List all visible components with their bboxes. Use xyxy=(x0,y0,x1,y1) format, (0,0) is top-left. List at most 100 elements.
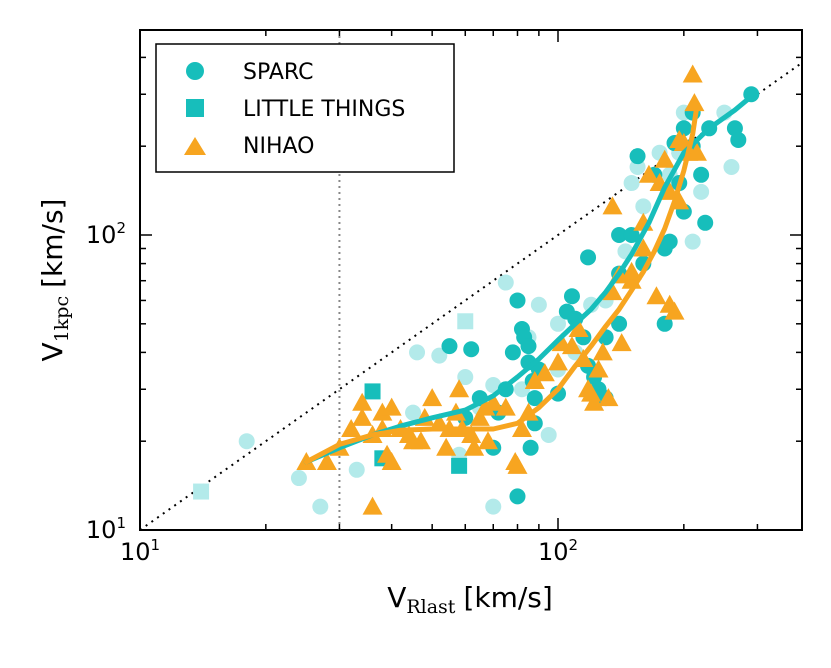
nihao-point xyxy=(611,333,632,352)
nihao-point xyxy=(464,437,485,456)
faint-circle-point xyxy=(405,404,422,421)
sparc-point xyxy=(611,227,628,243)
nihao-point xyxy=(584,392,605,411)
nihao-point xyxy=(646,286,667,305)
nihao-point xyxy=(495,397,516,416)
y-tick-label-100: 102 xyxy=(86,219,126,249)
faint-circle-point xyxy=(290,470,307,487)
faint-circle-point xyxy=(409,344,426,361)
sparc-point xyxy=(504,344,521,361)
nihao-point xyxy=(602,196,623,215)
sparc-point xyxy=(693,166,710,183)
tick-labels: 101 102 101 102 xyxy=(86,219,578,566)
faint-circle-point xyxy=(312,498,329,515)
sparc-point xyxy=(441,338,458,355)
nihao-point xyxy=(633,238,654,257)
faint-circle-point xyxy=(684,233,701,250)
nihao-point xyxy=(534,363,555,382)
nihao-point xyxy=(638,164,659,183)
faint-circle-point xyxy=(485,377,502,394)
y-tick-label-10: 101 xyxy=(86,514,126,544)
legend-marker-nihao xyxy=(184,137,206,155)
faint-circle-point xyxy=(550,315,566,332)
faint-circle-point xyxy=(497,274,514,291)
faint-circle-point xyxy=(530,296,547,313)
nihao-point xyxy=(483,392,504,411)
nihao-point xyxy=(568,319,589,338)
nihao-point xyxy=(477,431,498,450)
sparc-point xyxy=(656,315,673,332)
nihao-point xyxy=(352,407,373,426)
little-things-point xyxy=(451,457,468,474)
legend-label-nihao: NIHAO xyxy=(243,134,314,159)
sparc-point xyxy=(623,227,640,243)
nihao-point xyxy=(475,397,496,416)
legend-box xyxy=(155,43,455,173)
faint-square-point xyxy=(193,483,210,500)
nihao-point xyxy=(381,452,402,471)
faint-square-point xyxy=(457,313,474,330)
faint-circle-point xyxy=(623,175,640,192)
nihao-point xyxy=(588,359,609,378)
nihao-point xyxy=(561,336,582,355)
nihao-point xyxy=(341,418,362,437)
nihao-point xyxy=(461,424,482,443)
sparc-point xyxy=(522,439,539,456)
faint-circle-point xyxy=(348,461,365,478)
nihao-point xyxy=(352,392,373,411)
sparc-point xyxy=(661,233,678,250)
nihao-point xyxy=(602,282,623,301)
nihao-point xyxy=(511,418,532,437)
sparc-point xyxy=(611,315,628,332)
nihao-point xyxy=(686,142,707,161)
legend-marker-sparc xyxy=(186,62,204,80)
sparc-point xyxy=(697,214,714,231)
axis-ticks xyxy=(139,30,802,531)
sparc-point xyxy=(563,288,580,305)
x-tick-label-100: 102 xyxy=(538,536,578,566)
nihao-point xyxy=(684,93,705,112)
x-tick-label-10: 101 xyxy=(120,536,160,566)
nihao-point xyxy=(654,149,675,168)
nihao-point xyxy=(436,437,457,456)
nihao-trend-line xyxy=(303,102,700,465)
nihao-point xyxy=(507,455,528,474)
sparc-point xyxy=(463,341,480,358)
trend-lines xyxy=(303,93,754,465)
nihao-point xyxy=(548,352,568,371)
nihao-point xyxy=(664,301,685,320)
sparc-point xyxy=(526,390,543,407)
sparc-point xyxy=(629,148,646,165)
faint-circle-point xyxy=(457,369,474,386)
nihao-point xyxy=(592,342,613,361)
faint-circle-point xyxy=(485,498,502,515)
legend-label-sparc: SPARC xyxy=(243,60,313,85)
faint-circle-point xyxy=(723,159,740,176)
nihao-point xyxy=(410,431,431,450)
sparc-trend-line xyxy=(303,93,754,465)
sparc-point xyxy=(509,488,526,505)
nihao-point xyxy=(422,388,443,407)
legend: SPARC LITTLE THINGS NIHAO xyxy=(155,43,455,173)
nihao-point xyxy=(362,496,383,515)
nihao-point xyxy=(598,388,619,407)
faint-circle-point xyxy=(238,433,255,450)
sparc-point xyxy=(509,292,526,309)
nihao-point xyxy=(682,64,703,83)
faint-circle-point xyxy=(540,426,557,443)
sparc-point xyxy=(520,338,537,355)
nihao-point xyxy=(372,402,393,421)
y-axis-label: V1kpc[km/s] xyxy=(36,199,73,362)
sparc-point xyxy=(580,249,597,266)
nihao-point xyxy=(524,370,545,389)
nihao-point xyxy=(621,261,642,280)
faint-circle-point xyxy=(431,347,448,364)
faint-circle-point xyxy=(635,198,652,215)
little-things-point xyxy=(364,383,381,400)
legend-label-little-things: LITTLE THINGS xyxy=(243,97,405,122)
nihao-point xyxy=(381,397,402,416)
nihao-point xyxy=(449,379,470,398)
faint-circle-point xyxy=(693,183,710,200)
nihao-point xyxy=(316,452,337,471)
